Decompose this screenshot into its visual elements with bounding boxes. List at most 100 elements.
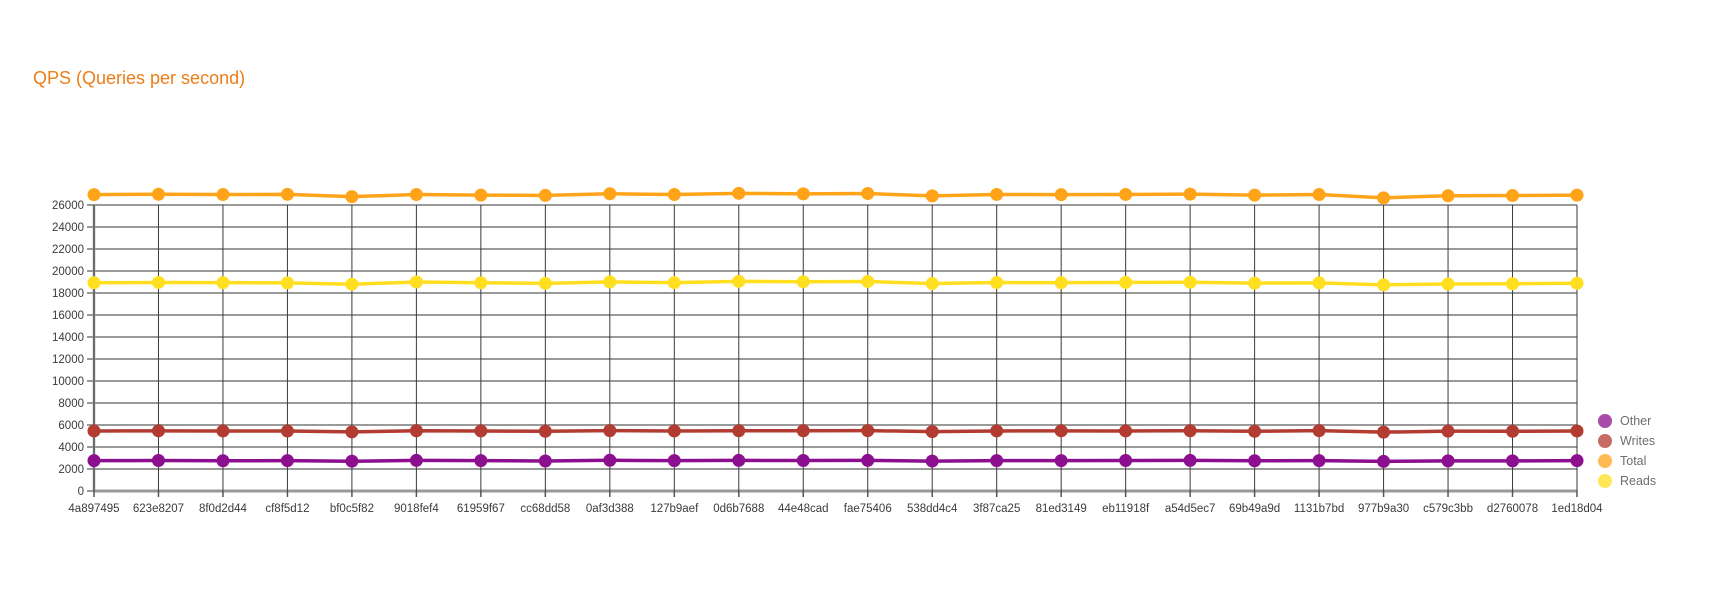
data-point-total[interactable]: [87, 188, 101, 202]
data-point-other[interactable]: [474, 454, 488, 468]
data-point-total[interactable]: [474, 188, 488, 202]
data-point-other[interactable]: [796, 454, 810, 468]
data-point-writes[interactable]: [280, 424, 294, 438]
data-point-total[interactable]: [1377, 191, 1391, 205]
data-point-total[interactable]: [1248, 188, 1262, 202]
data-point-writes[interactable]: [732, 424, 746, 438]
data-point-other[interactable]: [667, 454, 681, 468]
data-point-other[interactable]: [603, 453, 617, 467]
data-point-reads[interactable]: [796, 275, 810, 289]
data-point-other[interactable]: [1119, 454, 1133, 468]
data-point-reads[interactable]: [151, 275, 165, 289]
data-point-writes[interactable]: [796, 424, 810, 438]
legend-item-other[interactable]: Other: [1598, 411, 1656, 431]
data-point-other[interactable]: [861, 453, 875, 467]
data-point-writes[interactable]: [925, 425, 939, 439]
data-point-writes[interactable]: [409, 424, 423, 438]
data-point-other[interactable]: [732, 453, 746, 467]
data-point-writes[interactable]: [861, 424, 875, 438]
data-point-total[interactable]: [1054, 188, 1068, 202]
data-point-total[interactable]: [1506, 189, 1520, 203]
data-point-other[interactable]: [345, 454, 359, 468]
data-point-reads[interactable]: [474, 276, 488, 290]
data-point-writes[interactable]: [151, 424, 165, 438]
data-point-writes[interactable]: [1119, 424, 1133, 438]
data-point-total[interactable]: [216, 188, 230, 202]
data-point-other[interactable]: [538, 454, 552, 468]
data-point-reads[interactable]: [1570, 276, 1584, 290]
data-point-reads[interactable]: [538, 276, 552, 290]
data-point-writes[interactable]: [1312, 424, 1326, 438]
data-point-reads[interactable]: [732, 274, 746, 288]
data-point-other[interactable]: [1312, 454, 1326, 468]
data-point-total[interactable]: [1183, 187, 1197, 201]
data-point-other[interactable]: [1183, 453, 1197, 467]
data-point-total[interactable]: [345, 190, 359, 204]
data-point-reads[interactable]: [1506, 277, 1520, 291]
data-point-other[interactable]: [1377, 454, 1391, 468]
data-point-reads[interactable]: [1248, 276, 1262, 290]
data-point-total[interactable]: [796, 187, 810, 201]
data-point-other[interactable]: [1570, 454, 1584, 468]
data-point-total[interactable]: [990, 187, 1004, 201]
data-point-reads[interactable]: [1312, 276, 1326, 290]
data-point-other[interactable]: [925, 454, 939, 468]
data-point-other[interactable]: [151, 454, 165, 468]
data-point-total[interactable]: [732, 186, 746, 200]
data-point-other[interactable]: [280, 454, 294, 468]
data-point-reads[interactable]: [990, 276, 1004, 290]
data-point-reads[interactable]: [603, 275, 617, 289]
data-point-other[interactable]: [87, 454, 101, 468]
data-point-reads[interactable]: [1441, 277, 1455, 291]
data-point-reads[interactable]: [925, 277, 939, 291]
data-point-reads[interactable]: [345, 277, 359, 291]
data-point-reads[interactable]: [280, 276, 294, 290]
data-point-total[interactable]: [667, 188, 681, 202]
data-point-writes[interactable]: [474, 424, 488, 438]
data-point-total[interactable]: [1441, 189, 1455, 203]
data-point-reads[interactable]: [1183, 275, 1197, 289]
data-point-total[interactable]: [280, 187, 294, 201]
data-point-writes[interactable]: [603, 424, 617, 438]
data-point-writes[interactable]: [1441, 424, 1455, 438]
data-point-other[interactable]: [1441, 454, 1455, 468]
data-point-writes[interactable]: [1570, 424, 1584, 438]
data-point-other[interactable]: [409, 453, 423, 467]
data-point-other[interactable]: [216, 454, 230, 468]
data-point-other[interactable]: [1248, 454, 1262, 468]
data-point-reads[interactable]: [1119, 275, 1133, 289]
data-point-other[interactable]: [1506, 454, 1520, 468]
legend-item-reads[interactable]: Reads: [1598, 471, 1656, 491]
data-point-reads[interactable]: [409, 275, 423, 289]
data-point-reads[interactable]: [87, 276, 101, 290]
data-point-writes[interactable]: [345, 425, 359, 439]
data-point-writes[interactable]: [990, 424, 1004, 438]
data-point-writes[interactable]: [216, 424, 230, 438]
data-point-writes[interactable]: [1506, 424, 1520, 438]
data-point-other[interactable]: [990, 454, 1004, 468]
data-point-reads[interactable]: [861, 275, 875, 289]
data-point-total[interactable]: [861, 187, 875, 201]
data-point-writes[interactable]: [87, 424, 101, 438]
data-point-reads[interactable]: [216, 276, 230, 290]
data-point-total[interactable]: [151, 187, 165, 201]
data-point-total[interactable]: [1570, 188, 1584, 202]
data-point-writes[interactable]: [1054, 424, 1068, 438]
data-point-total[interactable]: [925, 189, 939, 203]
legend-item-writes[interactable]: Writes: [1598, 431, 1656, 451]
data-point-reads[interactable]: [1377, 278, 1391, 292]
data-point-total[interactable]: [1119, 187, 1133, 201]
data-point-writes[interactable]: [1183, 424, 1197, 438]
data-point-total[interactable]: [603, 187, 617, 201]
data-point-writes[interactable]: [1377, 425, 1391, 439]
data-point-total[interactable]: [409, 188, 423, 202]
data-point-writes[interactable]: [538, 424, 552, 438]
data-point-writes[interactable]: [1248, 424, 1262, 438]
data-point-reads[interactable]: [1054, 276, 1068, 290]
data-point-reads[interactable]: [667, 276, 681, 290]
data-point-total[interactable]: [538, 188, 552, 202]
legend-item-total[interactable]: Total: [1598, 451, 1656, 471]
data-point-writes[interactable]: [667, 424, 681, 438]
data-point-total[interactable]: [1312, 188, 1326, 202]
data-point-other[interactable]: [1054, 454, 1068, 468]
